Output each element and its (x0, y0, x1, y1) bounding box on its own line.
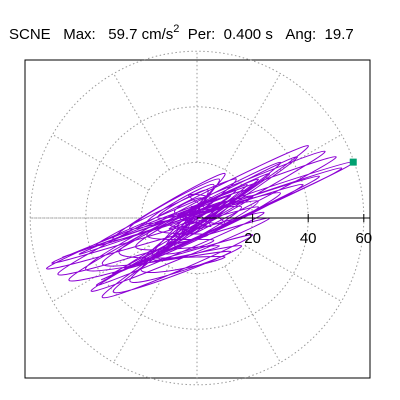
radial-axis: 20 40 60 (197, 214, 372, 247)
period-label: Per: (187, 26, 216, 43)
angle-label: Ang: (285, 26, 317, 43)
motion-trace (46, 145, 357, 299)
max-value: 59.7 (108, 26, 138, 43)
grid-spoke-330 (244, 245, 342, 302)
radial-tick-label-60: 60 (355, 230, 372, 247)
grid-spoke-150 (52, 134, 150, 191)
grid-spoke-60 (224, 73, 281, 171)
period-value: 0.400 s (223, 26, 273, 43)
chart-header: SCNE Max: 59.7 cm/s2 Per: 0.400 s Ang: 1… (9, 19, 354, 45)
station-code: SCNE (9, 26, 51, 43)
radial-tick-label-40: 40 (300, 230, 317, 247)
max-label: Max: (63, 26, 96, 43)
angle-value: 19.7 (324, 26, 354, 43)
trace-path (46, 145, 354, 299)
radial-tick-label-20: 20 (244, 230, 261, 247)
grid-spoke-240 (113, 265, 170, 363)
max-unit-power: 2 (173, 23, 180, 35)
peak-marker (349, 158, 357, 166)
max-unit: cm/s (141, 26, 174, 43)
grid-spoke-300 (224, 265, 281, 363)
grid-spoke-120 (113, 73, 170, 171)
grid-spoke-210 (52, 245, 150, 302)
grid-spoke-30 (244, 134, 342, 191)
